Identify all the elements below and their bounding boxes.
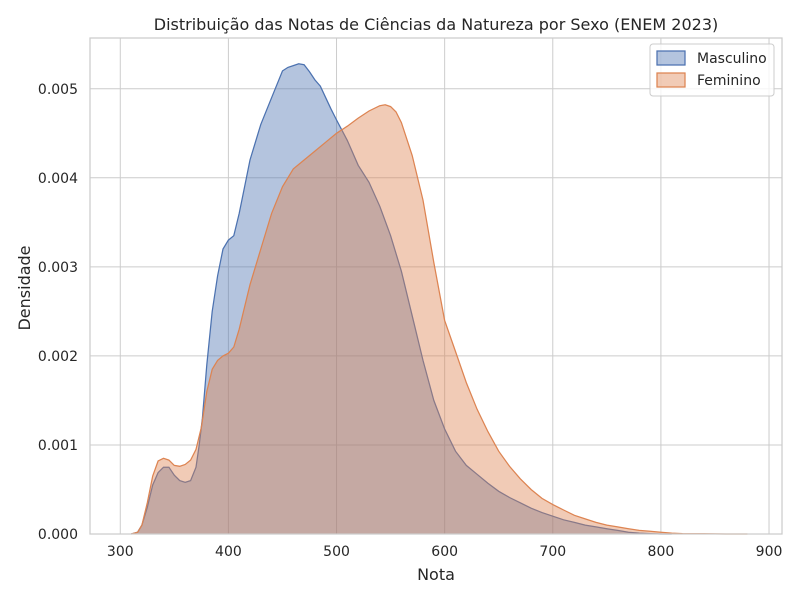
y-tick-labels: 0.000 0.001 0.002 0.003 0.004 0.005 [38, 82, 78, 543]
y-tick-label: 0.001 [38, 438, 78, 454]
density-line-feminino [130, 104, 748, 535]
x-axis-label: Nota [417, 565, 455, 584]
y-tick-label: 0.003 [38, 260, 78, 276]
series-layer [130, 63, 748, 535]
y-tick-label: 0.000 [38, 527, 78, 543]
x-tick-label: 600 [431, 544, 458, 560]
legend-box [649, 43, 775, 97]
x-tick-label: 900 [756, 544, 783, 560]
legend-label-feminino: Feminino [697, 73, 761, 89]
legend-label-masculino: Masculino [697, 51, 767, 67]
y-axis-label: Densidade [15, 245, 34, 330]
y-tick-label: 0.005 [38, 82, 78, 98]
density-line-masculino [130, 63, 672, 535]
legend-swatch-feminino [656, 72, 686, 88]
y-tick-label: 0.004 [38, 171, 78, 187]
x-tick-label: 800 [648, 544, 675, 560]
chart-title: Distribuição das Notas de Ciências da Na… [154, 15, 718, 34]
density-area-masculino [131, 63, 672, 535]
x-tick-label: 300 [107, 544, 134, 560]
x-tick-labels: 300 400 500 600 700 800 900 [107, 544, 782, 560]
legend-swatch-masculino [656, 50, 686, 66]
density-area-feminino [131, 104, 748, 535]
plot-frame [89, 37, 783, 535]
x-tick-label: 400 [215, 544, 242, 560]
x-tick-label: 700 [539, 544, 566, 560]
legend: Masculino Feminino [649, 43, 775, 97]
x-tick-label: 500 [323, 544, 350, 560]
y-tick-label: 0.002 [38, 349, 78, 365]
